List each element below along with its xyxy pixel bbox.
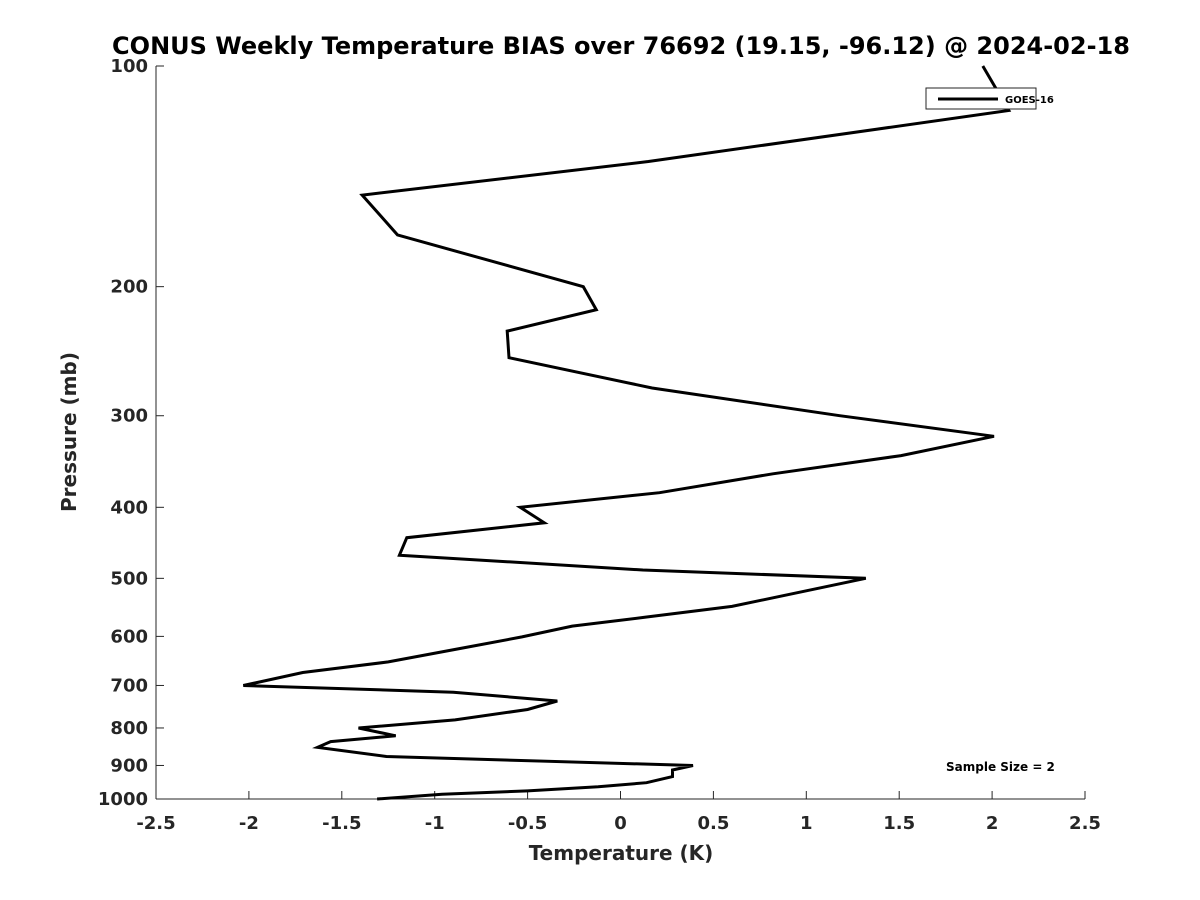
- plot-area: [156, 66, 1085, 799]
- y-tick-label: 200: [110, 277, 148, 298]
- x-tick-label: 2: [986, 813, 999, 834]
- x-ticks: -2.5 -2 -1.5 -1 -0.5 0 0.5 1 1.5 2 2.5: [136, 791, 1101, 834]
- x-tick-label: -0.5: [508, 813, 547, 834]
- x-tick-label: -2: [239, 813, 259, 834]
- x-tick-label: -1: [425, 813, 445, 834]
- sample-size-annotation: Sample Size = 2: [946, 760, 1055, 774]
- y-tick-label: 100: [110, 56, 148, 77]
- x-tick-label: -2.5: [136, 813, 175, 834]
- y-tick-label: 1000: [98, 789, 148, 810]
- series-line-goes-16: [242, 65, 1012, 801]
- y-tick-label: 300: [110, 406, 148, 427]
- y-tick-label: 400: [110, 497, 148, 518]
- y-ticks: 100 200 300 400 500 600 700 800 900 1000: [98, 56, 164, 810]
- y-tick-label: 900: [110, 755, 148, 776]
- x-tick-label: 2.5: [1069, 813, 1101, 834]
- x-tick-label: 1: [800, 813, 813, 834]
- y-tick-label: 800: [110, 718, 148, 739]
- y-tick-label: 500: [110, 568, 148, 589]
- chart-title: CONUS Weekly Temperature BIAS over 76692…: [112, 32, 1130, 60]
- x-axis-label: Temperature (K): [529, 841, 714, 865]
- x-tick-label: 0.5: [697, 813, 729, 834]
- x-tick-label: -1.5: [322, 813, 361, 834]
- y-tick-label: 700: [110, 675, 148, 696]
- y-axis-label: Pressure (mb): [57, 352, 81, 512]
- legend-label-goes-16: GOES-16: [1005, 95, 1054, 106]
- legend: GOES-16: [925, 87, 1054, 110]
- series-layer: [242, 65, 1012, 801]
- y-tick-label: 600: [110, 626, 148, 647]
- x-tick-label: 0: [614, 813, 627, 834]
- x-tick-label: 1.5: [883, 813, 915, 834]
